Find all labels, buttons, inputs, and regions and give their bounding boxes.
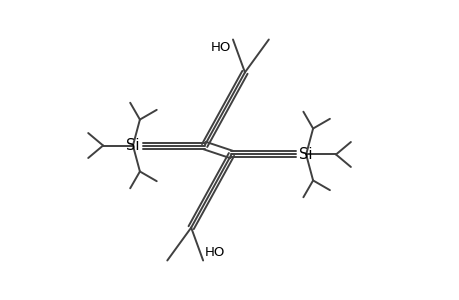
Text: HO: HO (211, 41, 231, 54)
Text: HO: HO (204, 246, 224, 259)
Text: Si: Si (126, 138, 140, 153)
Text: Si: Si (299, 147, 312, 162)
